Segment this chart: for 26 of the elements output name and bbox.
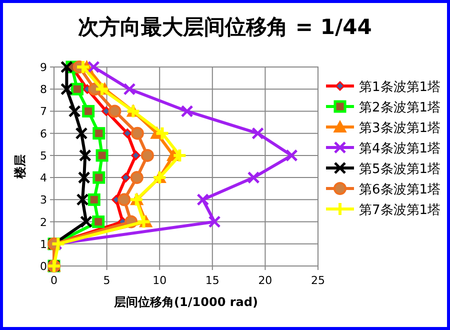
y-tick-label: 4 [40,172,47,185]
y-tick-label: 9 [40,61,47,74]
chart-title: 次方向最大层间位移角 = 1/44 [78,15,372,39]
legend-label: 第1条波第1塔 [359,80,441,95]
legend-label: 第5条波第1塔 [359,162,441,177]
x-tick-label: 25 [311,274,325,287]
y-tick-label: 8 [40,83,47,96]
legend-label: 第6条波第1塔 [359,182,441,198]
x-tick-label: 20 [258,274,272,287]
legend-label: 第3条波第1塔 [359,121,441,136]
y-tick-label: 3 [40,194,47,207]
y-tick-label: 0 [40,260,47,273]
x-tick-label: 5 [103,274,110,287]
y-tick-label: 2 [40,216,47,229]
y-tick-label: 6 [40,127,47,140]
x-tick-label: 0 [50,274,58,287]
x-tick-label: 15 [205,274,220,287]
legend-label: 第2条波第1塔 [359,100,441,116]
legend-label: 第7条波第1塔 [359,203,441,218]
legend-label: 第4条波第1塔 [359,142,441,156]
y-axis-title: 楼层 [13,154,27,180]
x-axis-title: 层间位移角(1/1000 rad) [113,295,258,309]
y-tick-label: 5 [40,149,47,162]
y-tick-label: 7 [40,105,47,118]
x-tick-label: 10 [152,274,167,287]
y-tick-label: 1 [40,238,47,251]
